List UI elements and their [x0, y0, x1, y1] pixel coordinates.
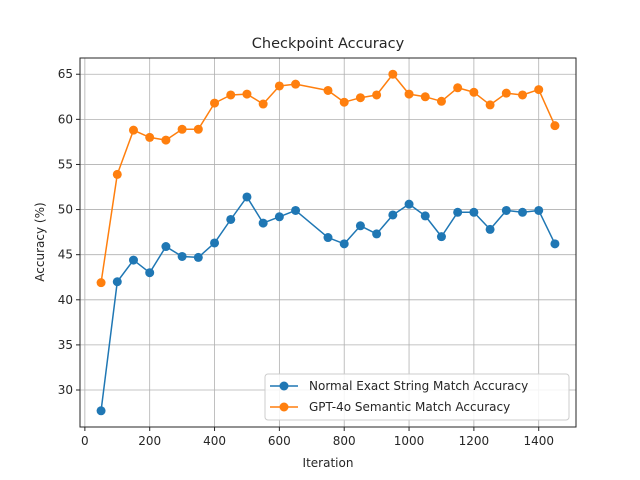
chart-title: Checkpoint Accuracy — [252, 36, 405, 52]
legend-label-exact-match: Normal Exact String Match Accuracy — [309, 379, 528, 393]
x-axis-label: Iteration — [303, 456, 354, 470]
data-point-exact-match — [145, 268, 155, 278]
data-point-exact-match — [453, 207, 463, 217]
legend: Normal Exact String Match Accuracy GPT-4… — [264, 373, 570, 421]
data-point-exact-match — [112, 277, 122, 287]
data-point-exact-match — [485, 224, 495, 234]
y-tick-label: 50 — [58, 203, 73, 217]
data-point-exact-match — [242, 192, 252, 202]
data-point-exact-match — [518, 207, 528, 217]
data-point-semantic-match — [274, 81, 284, 91]
data-point-semantic-match — [453, 83, 463, 93]
data-point-semantic-match — [210, 98, 220, 108]
y-tick-label: 55 — [58, 157, 73, 171]
data-point-exact-match — [469, 207, 479, 217]
data-point-exact-match — [274, 212, 284, 222]
legend-marker-semantic-match — [279, 402, 289, 412]
x-tick-label: 800 — [333, 434, 356, 448]
data-point-exact-match — [534, 205, 544, 215]
data-point-exact-match — [339, 239, 349, 249]
data-point-exact-match — [193, 252, 203, 262]
data-point-exact-match — [372, 229, 382, 239]
data-point-semantic-match — [323, 85, 333, 95]
data-point-semantic-match — [436, 96, 446, 106]
data-point-semantic-match — [404, 89, 414, 99]
data-point-semantic-match — [291, 79, 301, 89]
data-point-exact-match — [291, 205, 301, 215]
data-point-semantic-match — [501, 88, 511, 98]
data-point-exact-match — [420, 211, 430, 221]
data-point-semantic-match — [518, 90, 528, 100]
data-point-exact-match — [388, 210, 398, 220]
data-point-exact-match — [550, 239, 560, 249]
x-axis-ticks: 0 200 400 600 800 1000 1200 1400 — [81, 427, 554, 448]
x-tick-label: 200 — [138, 434, 161, 448]
y-tick-label: 65 — [58, 67, 73, 81]
data-point-exact-match — [501, 205, 511, 215]
y-axis-ticks: 30 35 40 45 50 55 60 65 — [58, 67, 80, 397]
data-point-semantic-match — [96, 278, 106, 288]
data-point-exact-match — [161, 242, 171, 252]
y-tick-label: 45 — [58, 248, 73, 262]
data-point-semantic-match — [420, 92, 430, 102]
legend-box — [264, 373, 570, 421]
data-point-semantic-match — [372, 90, 382, 100]
data-point-semantic-match — [112, 169, 122, 179]
data-point-semantic-match — [242, 89, 252, 99]
y-tick-label: 30 — [58, 383, 73, 397]
data-point-semantic-match — [550, 121, 560, 131]
x-tick-label: 1200 — [459, 434, 490, 448]
y-tick-label: 40 — [58, 293, 73, 307]
x-tick-label: 600 — [268, 434, 291, 448]
y-tick-label: 35 — [58, 338, 73, 352]
data-point-exact-match — [177, 251, 187, 261]
legend-label-semantic-match: GPT-4o Semantic Match Accuracy — [309, 400, 510, 414]
x-tick-label: 1400 — [523, 434, 554, 448]
legend-marker-exact-match — [279, 381, 289, 391]
series-line-exact-match — [100, 196, 556, 411]
data-point-exact-match — [436, 232, 446, 242]
data-point-semantic-match — [193, 124, 203, 134]
data-point-semantic-match — [388, 69, 398, 79]
data-point-exact-match — [226, 214, 236, 224]
data-point-exact-match — [128, 255, 138, 265]
y-tick-label: 60 — [58, 112, 73, 126]
data-point-semantic-match — [469, 87, 479, 97]
data-point-exact-match — [258, 218, 268, 228]
x-tick-label: 400 — [203, 434, 226, 448]
data-point-semantic-match — [226, 90, 236, 100]
x-tick-label: 1000 — [394, 434, 425, 448]
data-point-exact-match — [404, 199, 414, 209]
data-point-semantic-match — [355, 93, 365, 103]
plot-frame — [79, 57, 577, 428]
data-point-semantic-match — [534, 85, 544, 95]
data-point-semantic-match — [339, 97, 349, 107]
series-layer — [96, 69, 560, 416]
data-point-semantic-match — [485, 100, 495, 110]
data-point-semantic-match — [258, 99, 268, 109]
data-point-semantic-match — [177, 124, 187, 134]
y-axis-label: Accuracy (%) — [33, 202, 47, 281]
data-point-exact-match — [210, 238, 220, 248]
grid-lines — [80, 58, 576, 427]
data-point-exact-match — [96, 406, 106, 416]
data-point-semantic-match — [161, 135, 171, 145]
x-tick-label: 0 — [81, 434, 89, 448]
data-point-semantic-match — [128, 125, 138, 135]
data-point-exact-match — [355, 221, 365, 231]
data-point-semantic-match — [145, 132, 155, 142]
data-point-exact-match — [323, 233, 333, 243]
series-line-semantic-match — [100, 73, 556, 283]
